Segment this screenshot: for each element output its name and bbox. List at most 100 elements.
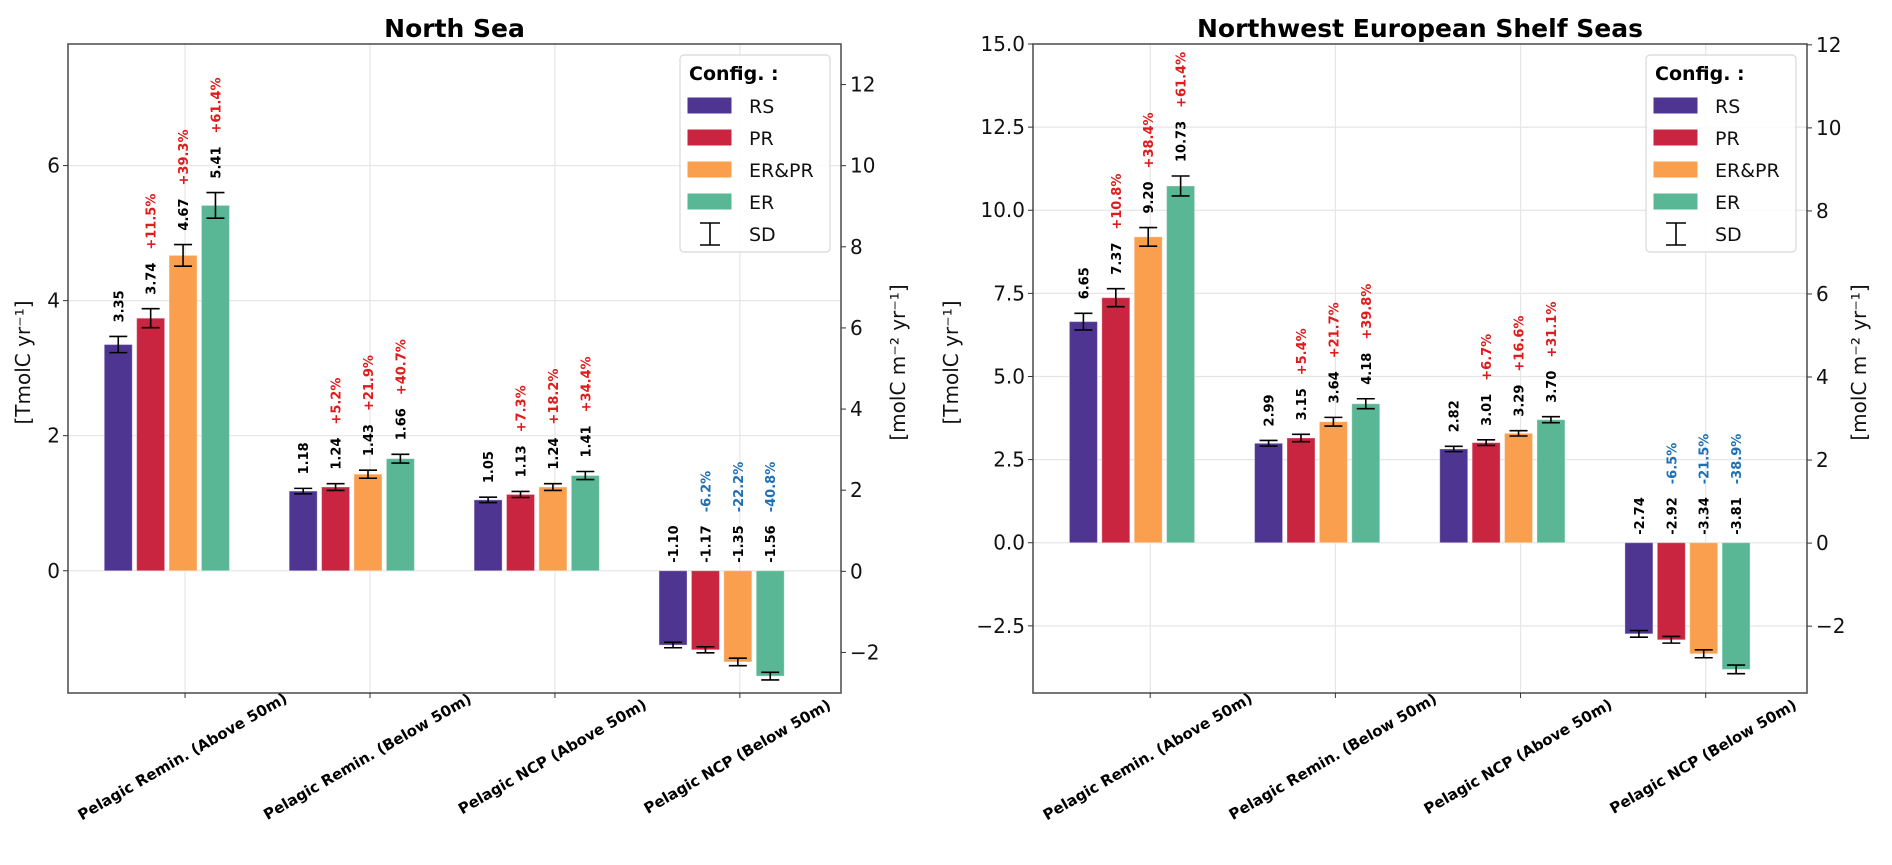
y-right-tick-label: 8 — [850, 235, 863, 259]
value-label: 3.15 — [1295, 388, 1310, 420]
y-tick-label: 15.0 — [980, 32, 1025, 56]
legend-label: RS — [1715, 96, 1740, 118]
percent-change-label: +16.6% — [1513, 316, 1528, 372]
percent-change-label: +5.4% — [1295, 328, 1310, 375]
y-right-tick-label: −2 — [1816, 614, 1845, 638]
value-label: 4.18 — [1360, 353, 1375, 385]
percent-change-label: +40.7% — [394, 339, 409, 395]
y-right-tick-label: 8 — [1816, 199, 1829, 223]
legend-swatch-er — [687, 193, 732, 210]
chart-title: North Sea — [384, 14, 525, 43]
bar-er — [570, 475, 600, 572]
y-tick-label: 7.5 — [993, 281, 1025, 305]
bar-er — [1721, 542, 1751, 670]
legend-swatch-rs — [1653, 97, 1698, 114]
bar-rs — [1254, 442, 1284, 544]
value-label: -3.34 — [1698, 497, 1713, 534]
y-tick-label: 6 — [47, 154, 60, 178]
y-tick-label: 0 — [47, 559, 60, 583]
legend-label: ER — [1715, 192, 1740, 214]
percent-change-label: +10.8% — [1110, 174, 1125, 230]
bar-rs — [1068, 321, 1098, 544]
value-label: 4.67 — [177, 198, 192, 230]
legend: Config. : RS PR ER&PR ER SD — [1645, 54, 1797, 253]
bar-er — [1166, 185, 1196, 544]
y-tick-label: 0.0 — [993, 531, 1025, 555]
legend-swatch-er-pr — [687, 161, 732, 178]
y-right-tick-label: 2 — [1816, 448, 1829, 472]
bar-rs — [1624, 542, 1654, 635]
legend-title: Config. : — [1655, 63, 1745, 85]
percent-change-label: -21.5% — [1698, 434, 1713, 485]
value-label: 1.41 — [579, 425, 594, 457]
percent-change-label: -6.5% — [1665, 443, 1680, 484]
x-tick-label: Pelagic NCP (Above 50m) — [455, 695, 650, 818]
legend-title: Config. : — [689, 63, 779, 85]
bar-er-pr — [1504, 432, 1534, 544]
value-label: 3.74 — [145, 263, 160, 295]
value-label: -2.74 — [1633, 497, 1648, 534]
percent-change-label: +39.8% — [1360, 284, 1375, 340]
legend-swatch-pr — [687, 129, 732, 146]
y-right-tick-label: 6 — [1816, 282, 1829, 306]
bar-er-pr — [538, 486, 568, 572]
bar-pr — [1101, 297, 1131, 544]
y-tick-label: 2 — [47, 424, 60, 448]
y-right-tick-label: 0 — [1816, 531, 1829, 555]
percent-change-label: +6.7% — [1480, 334, 1495, 381]
value-label: 10.73 — [1175, 121, 1190, 162]
bar-er — [385, 458, 415, 572]
value-label: -1.10 — [667, 525, 682, 562]
value-label: -1.35 — [732, 525, 747, 562]
value-label: 3.29 — [1513, 385, 1528, 417]
percent-change-label: +7.3% — [515, 385, 530, 432]
percent-change-label: +31.1% — [1545, 302, 1560, 358]
y-right-tick-label: 12 — [850, 73, 875, 97]
bar-pr — [690, 570, 720, 651]
y-right-tick-label: 10 — [850, 154, 875, 178]
y-tick-label: 2.5 — [993, 448, 1025, 472]
legend-label: SD — [1715, 224, 1742, 246]
y-tick-label: 12.5 — [980, 115, 1025, 139]
y-right-tick-label: −2 — [850, 640, 879, 664]
axes-frame — [1032, 43, 1808, 694]
bar-pr — [1656, 542, 1686, 641]
y-right-tick-label: 2 — [850, 478, 863, 502]
bar-er — [200, 204, 230, 572]
percent-change-label: +18.2% — [547, 369, 562, 425]
legend-swatch-rs — [687, 97, 732, 114]
y-axis-label-right: [molC m⁻² yr⁻¹] — [886, 284, 910, 440]
y-axis-label: [TmolC yr⁻¹] — [11, 300, 35, 424]
bar-rs — [1439, 448, 1469, 544]
x-tick-label: Pelagic Remin. (Below 50m) — [260, 690, 474, 824]
bar-er-pr — [723, 570, 753, 663]
bar-rs — [288, 490, 318, 572]
bar-pr — [321, 486, 351, 572]
value-label: 3.35 — [112, 290, 127, 322]
x-tick-label: Pelagic Remin. (Above 50m) — [1040, 689, 1256, 824]
bar-pr — [1471, 442, 1501, 544]
value-label: -3.81 — [1730, 497, 1745, 534]
bar-er — [1351, 403, 1381, 544]
bar-rs — [658, 570, 688, 646]
bar-pr — [1286, 437, 1316, 544]
value-label: 1.24 — [547, 438, 562, 470]
value-label: 1.24 — [330, 438, 345, 470]
percent-change-label: -38.9% — [1730, 434, 1745, 485]
value-label: 5.41 — [209, 146, 224, 178]
legend-swatch-er — [1653, 193, 1698, 210]
value-label: 3.64 — [1327, 371, 1342, 403]
percent-change-label: +11.5% — [145, 194, 160, 250]
bar-er — [1536, 419, 1566, 544]
axes-frame — [67, 43, 842, 694]
bar-rs — [473, 499, 503, 572]
value-label: 2.99 — [1263, 394, 1278, 426]
legend-swatch-pr — [1653, 129, 1698, 146]
y-tick-label: 5.0 — [993, 364, 1025, 388]
bar-er-pr — [353, 473, 383, 572]
value-label: 3.70 — [1545, 371, 1560, 403]
value-label: 3.01 — [1480, 394, 1495, 426]
percent-change-label: +34.4% — [579, 356, 594, 412]
percent-change-label: -40.8% — [764, 462, 779, 513]
legend-label: RS — [749, 96, 774, 118]
